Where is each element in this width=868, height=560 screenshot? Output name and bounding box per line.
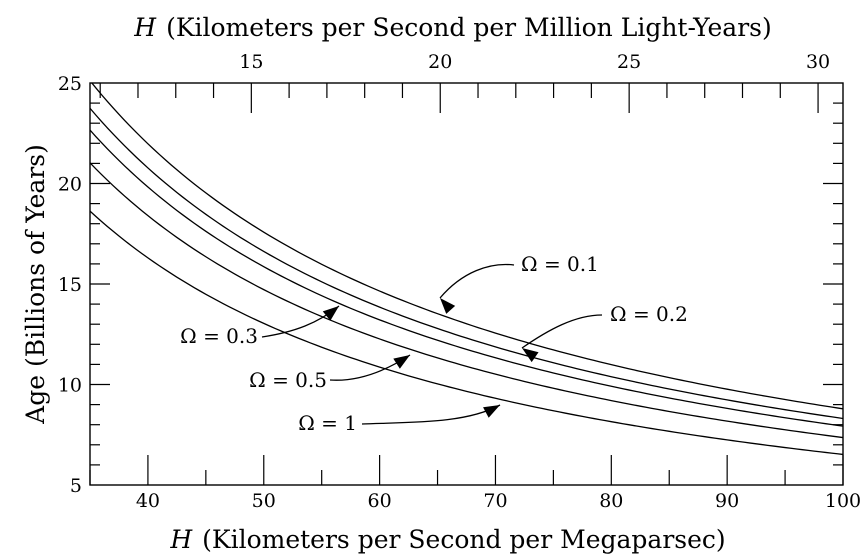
arrowhead [522, 348, 539, 363]
top-tick-label: 15 [239, 51, 263, 73]
x-tick-label: 60 [368, 490, 392, 512]
series-line [90, 129, 843, 427]
annotation-arrow [361, 404, 501, 425]
top-tick-label: 25 [617, 51, 641, 73]
top-tick-label: 30 [806, 51, 830, 73]
annotation-label: Ω = 0.1 [521, 252, 599, 276]
arrowhead [393, 355, 410, 369]
x-tick-label: 40 [136, 490, 160, 512]
top-axis-title: H (Kilometers per Second per Million Ligh… [133, 13, 771, 42]
y-axis-title: Age (Billions of Years) [21, 144, 50, 425]
x-tick-label: 50 [252, 490, 276, 512]
annotation-label: Ω = 1 [298, 411, 357, 435]
annotation-label: Ω = 0.5 [249, 368, 327, 392]
annotation-label: Ω = 0.2 [610, 302, 688, 326]
x-tick-label: 70 [483, 490, 507, 512]
y-tick-label: 5 [70, 475, 82, 497]
arrowhead [483, 405, 500, 418]
annotation-arrow [521, 314, 603, 349]
y-tick-label: 15 [58, 274, 82, 296]
axis-ticks: 40 50 60 70 80 90 100 5 10 15 20 25 15 20 25 30 [58, 51, 861, 512]
series-line [90, 162, 843, 439]
y-tick-label: 20 [58, 174, 82, 196]
curve-annotations: Ω = 0.1 Ω = 0.2 Ω = 0.3 Ω = 0.5 Ω = 1 [180, 252, 688, 435]
annotation-label: Ω = 0.3 [180, 324, 258, 348]
plot-frame [89, 82, 844, 486]
top-tick-label: 20 [428, 51, 452, 73]
y-tick-label: 25 [58, 73, 82, 95]
data-curves [90, 83, 843, 456]
y-tick-label: 10 [58, 375, 82, 397]
series-line [90, 107, 843, 420]
annotation-arrow [439, 263, 515, 299]
arrowhead [322, 306, 339, 321]
series-line [90, 210, 843, 456]
bottom-axis-title: H (Kilometers per Second per Megaparsec) [169, 525, 725, 554]
x-tick-label: 100 [825, 490, 861, 512]
series-line [91, 83, 843, 410]
x-tick-label: 90 [715, 490, 739, 512]
x-tick-label: 80 [599, 490, 623, 512]
arrowhead [440, 298, 456, 314]
